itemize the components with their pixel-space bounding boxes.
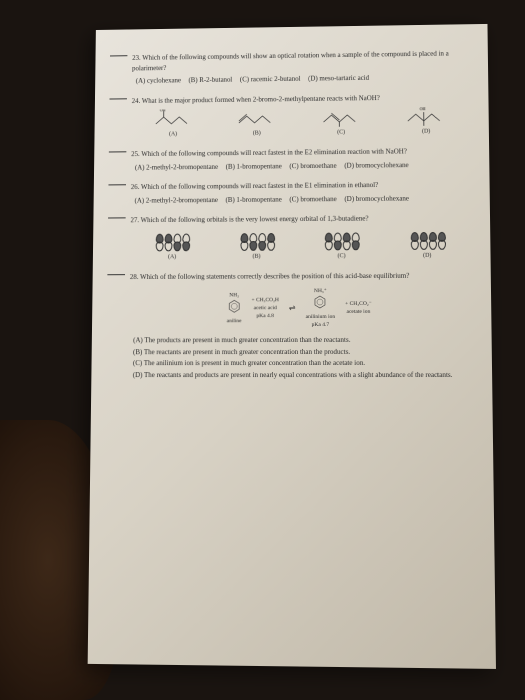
question-27: 27. Which of the following orbitals is t…: [112, 213, 470, 262]
answer-b: (B) The reactants are present in much gr…: [133, 346, 472, 357]
skeletal-icon: [321, 107, 361, 127]
skeletal-icon: OH: [406, 106, 446, 126]
question-text: Which of the following orbitals is the v…: [141, 215, 369, 224]
aniline-structure: NH₂ aniline: [227, 292, 242, 326]
option-a: (A) cyclohexane: [136, 77, 181, 85]
answer-blank: [109, 98, 126, 99]
question-text: Which of the following compounds will re…: [141, 181, 378, 191]
orbital-d: (D): [409, 231, 444, 260]
p-orbital-icon: [437, 231, 445, 249]
options-row: (A) 2-methyl-2-bromopentane (B) 1-bromop…: [131, 159, 469, 172]
structure-d: OH (D): [406, 106, 446, 137]
benzene-icon: [227, 300, 241, 314]
skeletal-icon: OH: [154, 109, 193, 129]
p-orbital-icon: [342, 232, 350, 250]
option-c: (C) bromoethane: [289, 195, 336, 203]
question-text: What is the major product formed when 2-…: [142, 94, 380, 105]
p-orbital-icon: [333, 232, 341, 250]
question-26: 26. Which of the following compounds wil…: [113, 179, 470, 205]
exam-paper: 23. Which of the following compounds wil…: [88, 24, 496, 669]
p-orbital-icon: [248, 233, 256, 251]
p-orbital-icon: [409, 232, 417, 250]
option-b: (B) R-2-butanol: [188, 76, 232, 84]
question-25: 25. Which of the following compounds wil…: [113, 146, 469, 173]
option-b: (B) 1-bromopentane: [226, 195, 282, 203]
option-d: (D) bromocyclohexane: [344, 194, 409, 202]
answer-a: (A) The products are present in much gre…: [133, 335, 471, 346]
question-text: Which of the following compounds will re…: [141, 148, 407, 158]
question-text: Which of the following compounds will sh…: [132, 50, 449, 72]
option-a: (A) 2-methyl-2-bromopentane: [135, 196, 218, 204]
question-number: 26.: [131, 183, 140, 191]
answer-blank: [108, 184, 126, 185]
orbital-b: (B): [239, 233, 274, 262]
equilibrium-arrow-icon: ⇌: [289, 302, 296, 314]
question-number: 25.: [131, 150, 140, 158]
option-c: (C) racemic 2-butanol: [240, 75, 301, 84]
acetate-ion: + CH₃CO₂⁻ acetate ion: [345, 300, 372, 317]
question-number: 23.: [132, 54, 141, 62]
acetic-acid: + CH₃CO₂H acetic acid pKa 4.8: [251, 296, 278, 321]
option-a: (A) 2-methyl-2-bromopentane: [135, 163, 218, 172]
question-24: 24. What is the major product formed whe…: [114, 92, 469, 140]
p-orbital-icon: [239, 233, 247, 251]
p-orbital-icon: [181, 233, 189, 251]
option-b: (B) 1-bromopentane: [226, 162, 282, 170]
answer-blank: [107, 274, 125, 275]
option-c: (C) bromoethane: [289, 161, 336, 169]
orbital-a: (A): [155, 233, 190, 262]
question-number: 27.: [130, 216, 139, 224]
structure-b: (B): [237, 108, 276, 138]
answer-d: (D) The reactants and products are prese…: [133, 369, 472, 380]
answer-c: (C) The anilinium ion is present in much…: [133, 358, 472, 369]
anilinium-structure: NH₃⁺ anilinium ion pKa 4.7: [306, 287, 336, 329]
answer-blank: [108, 217, 126, 218]
option-d: (D) meso-tartaric acid: [308, 74, 369, 83]
p-orbital-icon: [324, 232, 332, 250]
structure-row: OH (A) (B) (C): [131, 106, 469, 140]
answer-blank: [109, 151, 127, 152]
skeletal-icon: [237, 108, 276, 128]
question-text: Which of the following statements correc…: [140, 271, 409, 280]
options-row: (A) cyclohexane (B) R-2-butanol (C) race…: [132, 72, 468, 87]
option-d: (D) bromocyclohexane: [344, 161, 408, 169]
equilibrium-equation: NH₂ aniline + CH₃CO₂H acetic acid pKa 4.…: [129, 287, 471, 330]
question-number: 28.: [130, 273, 139, 281]
p-orbital-icon: [173, 233, 181, 251]
structure-c: (C): [321, 107, 361, 138]
p-orbital-icon: [418, 232, 426, 250]
answer-choices: (A) The products are present in much gre…: [129, 335, 472, 380]
p-orbital-icon: [351, 232, 359, 250]
orbital-c: (C): [324, 232, 359, 261]
svg-text:OH: OH: [420, 106, 426, 111]
p-orbital-icon: [266, 233, 274, 251]
p-orbital-icon: [164, 233, 172, 251]
question-23: 23. Which of the following compounds wil…: [114, 48, 468, 86]
p-orbital-icon: [257, 233, 265, 251]
answer-blank: [110, 55, 127, 56]
question-number: 24.: [132, 97, 141, 105]
options-row: (A) 2-methyl-2-bromopentane (B) 1-bromop…: [131, 193, 470, 206]
p-orbital-icon: [155, 233, 163, 251]
benzene-icon: [313, 295, 327, 309]
svg-text:OH: OH: [160, 109, 166, 112]
p-orbital-icon: [428, 231, 436, 249]
question-28: 28. Which of the following statements co…: [111, 270, 472, 380]
structure-a: OH (A): [153, 109, 192, 139]
orbital-diagrams: (A) (B) (C): [130, 231, 470, 262]
